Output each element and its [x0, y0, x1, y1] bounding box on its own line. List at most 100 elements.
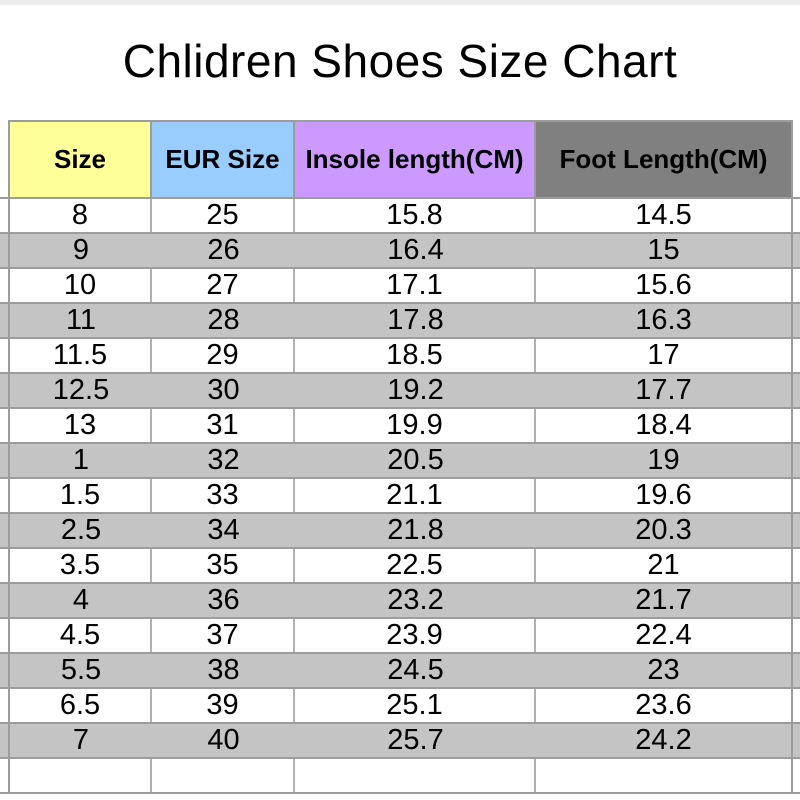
table-row: 6.5 39 25.1 23.6: [0, 689, 800, 724]
cell-insole-length: [295, 759, 536, 792]
cell-insole-length: 17.8: [387, 304, 444, 336]
row-cells: [8, 759, 793, 792]
cell-size: 1.5: [10, 479, 152, 512]
cell-eur-size: 36: [207, 584, 240, 616]
row-cells: 3.5 35 22.5 21: [8, 549, 793, 582]
cell-foot-length: 19.6: [635, 479, 692, 511]
cell-insole-length: 23.2: [387, 584, 444, 616]
cell-insole-length: 25.1: [295, 689, 536, 722]
cell-eur-size: 27: [152, 269, 295, 302]
row-cells: 8 25 15.8 14.5: [8, 199, 793, 232]
cell-eur-size: 37: [152, 619, 295, 652]
table-row: 4 36 23.2 21.7: [0, 584, 800, 619]
column-header-eur-size: EUR Size: [152, 122, 295, 197]
table-row: 8 25 15.8 14.5: [0, 199, 800, 234]
row-cells: 7 40 25.7 24.2: [8, 724, 793, 757]
row-cells: 10 27 17.1 15.6: [8, 269, 793, 302]
cell-size: 5.5: [60, 654, 102, 686]
row-cells: 6.5 39 25.1 23.6: [8, 689, 793, 722]
table-header-row: Size EUR Size Insole length(CM) Foot Len…: [0, 120, 800, 199]
row-cells: 11 28 17.8 16.3: [8, 304, 793, 337]
cell-size: 13: [10, 409, 152, 442]
cell-insole-length: 19.2: [387, 374, 444, 406]
table-row: 12.5 30 19.2 17.7: [0, 374, 800, 409]
cell-eur-size: 40: [207, 724, 240, 756]
table-row: 4.5 37 23.9 22.4: [0, 619, 800, 654]
cell-foot-length: 16.3: [635, 304, 692, 336]
cell-eur-size: 29: [152, 339, 295, 372]
column-header-insole-length: Insole length(CM): [295, 122, 536, 197]
cell-foot-length: 22.4: [635, 619, 692, 651]
cell-insole-length: 21.1: [295, 479, 536, 512]
cell-size: 12.5: [52, 374, 110, 406]
cell-eur-size: 34: [207, 514, 240, 546]
cell-eur-size: 26: [207, 234, 240, 266]
cell-size: 11.5: [10, 339, 152, 372]
cell-size: 1: [72, 444, 90, 476]
cell-eur-size: 25: [152, 199, 295, 232]
table-row: 11 28 17.8 16.3: [0, 304, 800, 339]
cell-insole-length: 22.5: [295, 549, 536, 582]
table-body: 8 25 15.8 14.5 9 26 16.4 15 10 27 17.1 15.6 11 28 17.8…: [0, 199, 800, 794]
cell-size: 2.5: [60, 514, 102, 546]
column-header-size: Size: [10, 122, 152, 197]
table-row: 11.5 29 18.5 17: [0, 339, 800, 374]
cell-eur-size: 28: [207, 304, 240, 336]
row-cells: 5.5 38 24.5 23: [8, 654, 793, 687]
cell-foot-length: 14.5: [635, 199, 692, 231]
cell-insole-length: 19.9: [295, 409, 536, 442]
cell-eur-size: 35: [152, 549, 295, 582]
cell-size: 4.5: [10, 619, 152, 652]
cell-eur-size: 38: [207, 654, 240, 686]
cell-insole-length: 15.8: [295, 199, 536, 232]
row-cells: 1.5 33 21.1 19.6: [8, 479, 793, 512]
cell-eur-size: 33: [152, 479, 295, 512]
cell-size: 10: [10, 269, 152, 302]
row-cells: 4 36 23.2 21.7: [8, 584, 793, 617]
cell-foot-length: 20.3: [635, 514, 692, 546]
row-cells: 2.5 34 21.8 20.3: [8, 514, 793, 547]
cell-foot-length: 23: [647, 654, 680, 686]
cell-foot-length: 24.2: [635, 724, 692, 756]
cell-size: 8: [10, 199, 152, 232]
cell-eur-size: 31: [152, 409, 295, 442]
table-row: 9 26 16.4 15: [0, 234, 800, 269]
cell-size: 3.5: [10, 549, 152, 582]
cell-insole-length: 24.5: [387, 654, 444, 686]
row-cells: 11.5 29 18.5 17: [8, 339, 793, 372]
cell-eur-size: [152, 759, 295, 792]
cell-foot-length: 15: [647, 234, 680, 266]
cell-eur-size: 32: [207, 444, 240, 476]
top-strip: [0, 0, 800, 5]
row-cells: 13 31 19.9 18.4: [8, 409, 793, 442]
cell-foot-length: 21: [647, 549, 680, 581]
cell-insole-length: 16.4: [387, 234, 444, 266]
table-row: 5.5 38 24.5 23: [0, 654, 800, 689]
cell-insole-length: 17.1: [295, 269, 536, 302]
cell-insole-length: 18.5: [295, 339, 536, 372]
cell-size: 4: [72, 584, 90, 616]
cell-size: 7: [72, 724, 90, 756]
cell-foot-length: 21.7: [635, 584, 692, 616]
cell-foot-length: 23.6: [635, 689, 692, 721]
table-row: 1.5 33 21.1 19.6: [0, 479, 800, 514]
cell-foot-length: 19: [647, 444, 680, 476]
cell-foot-length: [536, 759, 791, 792]
table-row: 1 32 20.5 19: [0, 444, 800, 479]
table-row: 10 27 17.1 15.6: [0, 269, 800, 304]
row-cells: 12.5 30 19.2 17.7: [8, 374, 793, 407]
cell-insole-length: 20.5: [387, 444, 444, 476]
cell-foot-length: 17: [647, 339, 680, 371]
column-header-foot-length: Foot Length(CM): [536, 122, 791, 197]
cell-foot-length: 18.4: [635, 409, 692, 441]
cell-insole-length: 23.9: [295, 619, 536, 652]
cell-insole-length: 25.7: [387, 724, 444, 756]
table-row: 3.5 35 22.5 21: [0, 549, 800, 584]
row-cells: 9 26 16.4 15: [8, 234, 793, 267]
header-cells: Size EUR Size Insole length(CM) Foot Len…: [8, 120, 793, 197]
cell-size: 6.5: [10, 689, 152, 722]
cell-size: 9: [72, 234, 90, 266]
row-cells: 1 32 20.5 19: [8, 444, 793, 477]
cell-eur-size: 30: [207, 374, 240, 406]
table-row: 2.5 34 21.8 20.3: [0, 514, 800, 549]
